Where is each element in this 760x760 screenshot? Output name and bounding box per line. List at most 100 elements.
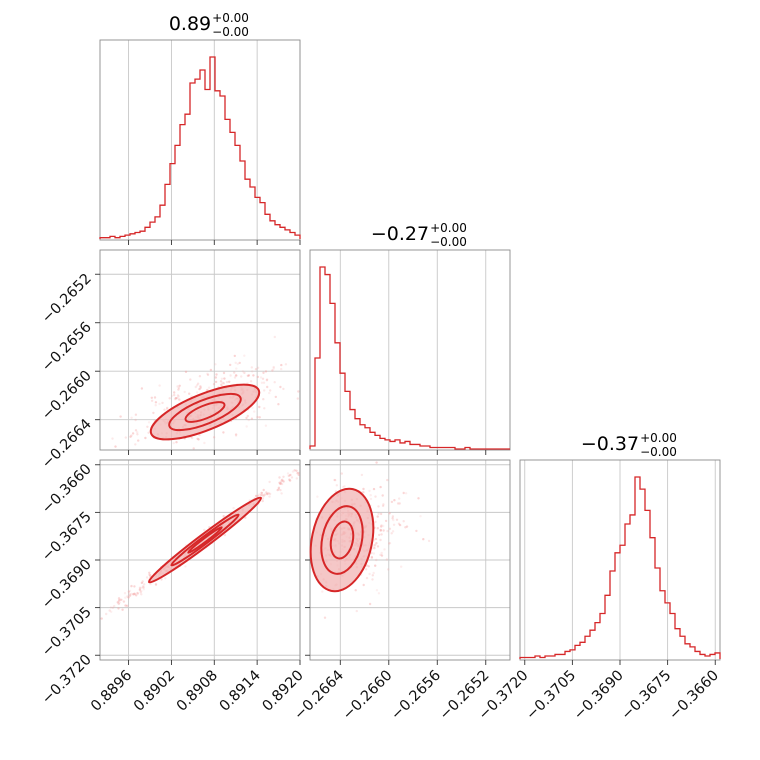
panel-2d-2-1: −0.2664−0.2660−0.2656−0.2652 (291, 459, 511, 724)
p21-point-129 (377, 592, 381, 595)
p21-point-17 (391, 517, 394, 520)
p20-point-322 (261, 493, 264, 497)
p10-point-128 (264, 424, 268, 427)
p21-point-328 (362, 583, 365, 587)
p10-point-223 (212, 436, 216, 439)
p10-point-281 (177, 395, 180, 398)
p20-point-350 (141, 580, 144, 583)
p20-point-14 (281, 478, 284, 481)
p21-point-49 (398, 502, 401, 505)
p20-point-246 (117, 599, 121, 602)
p10-point-334 (215, 373, 218, 376)
p21-point-197 (370, 551, 373, 555)
p20-point-62 (259, 493, 263, 497)
p10-point-336 (203, 441, 206, 445)
p20-point-73 (287, 474, 290, 478)
p21-point-149 (395, 518, 399, 521)
p21-point-164 (374, 520, 377, 524)
p10-contour-2 (184, 401, 226, 423)
p20-point-16 (130, 584, 133, 588)
p21-point-271 (376, 527, 379, 530)
p10-point-230 (196, 382, 200, 385)
p20-point-407 (282, 479, 285, 483)
p21-point-60 (398, 523, 402, 527)
p10-ytick-label-1: −0.2660 (39, 368, 95, 424)
p20-point-321 (122, 600, 126, 603)
p10-point-198 (256, 366, 260, 369)
p20-point-217 (263, 493, 266, 496)
p10-point-50 (262, 381, 266, 384)
p10-point-85 (220, 383, 223, 386)
p10-point-263 (196, 437, 199, 440)
p20-point-305 (119, 598, 122, 601)
p21-point-223 (368, 602, 372, 606)
p20-point-135 (124, 596, 127, 599)
p21-point-213 (391, 530, 395, 533)
p21-point-270 (390, 532, 393, 535)
p10-point-80 (134, 413, 138, 416)
p20-ytick-label-1: −0.3705 (39, 604, 95, 660)
p20-point-355 (135, 594, 138, 597)
p21-xtick-label-2: −0.2656 (388, 668, 444, 724)
p10-point-125 (134, 443, 137, 446)
p10-point-306 (137, 439, 140, 442)
p20-point-378 (149, 582, 152, 586)
p20-point-40 (100, 617, 103, 620)
p10-point-42 (262, 398, 265, 401)
p21-point-83 (369, 497, 373, 501)
p10-ytick-label-2: −0.2656 (39, 319, 95, 375)
p20-point-121 (140, 593, 143, 596)
p20-point-147 (143, 583, 146, 586)
p20-point-191 (120, 598, 123, 601)
p10-point-313 (154, 404, 157, 407)
p20-point-109 (256, 494, 259, 498)
p10-point-245 (258, 416, 261, 419)
p21-point-338 (374, 537, 378, 541)
p20-point-385 (138, 586, 142, 589)
p20-point-115 (148, 571, 151, 574)
p20-point-58 (123, 592, 127, 595)
p10-point-397 (184, 370, 188, 373)
p10-point-322 (188, 392, 191, 395)
titles: 0.89 +0.00−0.00−0.27 +0.00−0.00−0.37 +0.00−… (169, 11, 677, 459)
p20-point-162 (154, 583, 158, 586)
p20-point-98 (108, 609, 111, 612)
p20-point-394 (291, 470, 295, 473)
p20-ytick-label-3: −0.3675 (39, 509, 95, 565)
panel-hist-0 (99, 39, 301, 245)
p10-point-259 (234, 361, 237, 364)
p21-point-215 (354, 589, 357, 592)
p20-point-157 (260, 491, 263, 495)
p21-point-13 (333, 478, 336, 482)
p10-point-51 (199, 385, 202, 388)
p21-point-98 (396, 502, 400, 505)
p20-point-134 (105, 612, 108, 616)
p21-point-29 (375, 589, 379, 592)
p20-point-253 (133, 592, 136, 595)
title-0: 0.89 (169, 13, 211, 35)
p20-point-225 (138, 588, 142, 591)
p10-point-154 (199, 386, 202, 389)
p10-point-354 (282, 387, 285, 391)
p10-point-316 (111, 437, 114, 440)
p21-point-100 (415, 529, 418, 533)
p10-point-123 (147, 431, 150, 434)
p21-point-15 (380, 533, 383, 536)
p20-point-327 (296, 472, 299, 475)
p10-point-99 (296, 397, 299, 400)
p21-point-146 (379, 485, 382, 489)
p10-point-30 (246, 414, 249, 418)
p10-point-384 (254, 368, 258, 371)
p10-point-234 (234, 374, 238, 377)
p10-point-133 (243, 354, 246, 357)
p20-point-344 (128, 593, 131, 596)
p20-point-260 (297, 473, 300, 476)
p21-point-247 (377, 512, 380, 515)
p21-point-114 (400, 565, 403, 568)
p10-point-86 (220, 384, 224, 387)
p10-point-314 (220, 377, 224, 380)
p20-point-384 (268, 495, 271, 498)
p10-point-131 (206, 373, 210, 376)
p21-point-300 (402, 491, 405, 495)
p10-point-210 (176, 396, 179, 400)
